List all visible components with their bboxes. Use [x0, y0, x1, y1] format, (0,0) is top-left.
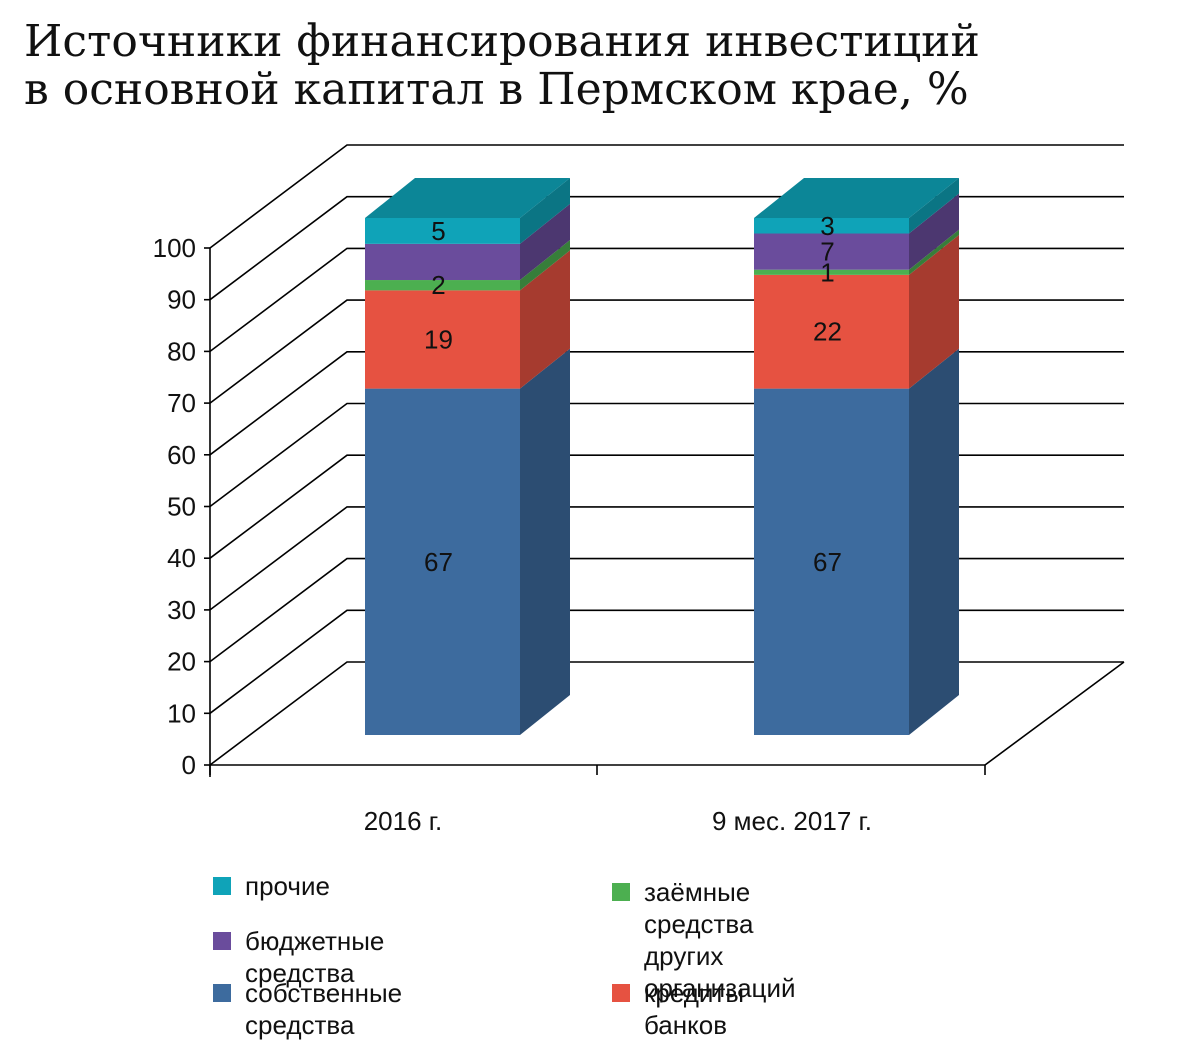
bar-segment — [365, 280, 520, 291]
data-label: 5 — [431, 216, 445, 246]
floor-edge — [984, 661, 1125, 766]
bar-side — [909, 229, 959, 275]
x-category-label: 2016 г. — [364, 806, 443, 836]
data-label: 2 — [431, 270, 445, 300]
bar-segment — [754, 388, 909, 735]
legend-item: бюджетные средства — [213, 925, 384, 989]
legend-swatch — [213, 984, 231, 1002]
y-tick-label: 30 — [167, 595, 196, 625]
legend-swatch — [213, 932, 231, 950]
y-tick-label: 60 — [167, 440, 196, 470]
legend-swatch — [612, 883, 630, 901]
bar-side — [909, 348, 959, 735]
bar-segment — [754, 269, 909, 275]
data-label: 67 — [813, 547, 842, 577]
bar-segment — [365, 290, 520, 389]
data-label: 7 — [820, 237, 834, 267]
y-tick-label: 10 — [167, 698, 196, 728]
y-tick-label: 90 — [167, 285, 196, 315]
y-tick-label: 80 — [167, 336, 196, 366]
bar-segment — [365, 218, 520, 244]
data-label: 3 — [820, 211, 834, 241]
legend-label: прочие — [245, 871, 330, 901]
chart-title: Источники финансирования инвестиций в ос… — [24, 18, 1184, 114]
axis-layer: 0 10 20 30 40 50 60 70 80 90 100 — [153, 233, 986, 780]
bar-side — [520, 178, 570, 244]
legend-item: прочие — [213, 870, 330, 902]
grid-layer — [209, 144, 1125, 766]
bar-segment — [365, 388, 520, 735]
bar-side — [520, 250, 570, 389]
bar-side — [909, 178, 959, 234]
bar-side — [520, 203, 570, 281]
bar-top — [754, 178, 959, 218]
data-label: 1 — [820, 257, 834, 287]
data-label: 22 — [813, 317, 842, 347]
legend-label: заёмные средства других организаций — [644, 877, 796, 1003]
bars-layer — [365, 178, 959, 735]
bar-segment — [754, 274, 909, 389]
legend-swatch — [612, 984, 630, 1002]
data-label: 19 — [424, 324, 453, 354]
legend-label: собственные средства — [245, 978, 403, 1040]
data-label: 67 — [424, 547, 453, 577]
legend-item: заёмные средства других организаций — [612, 876, 796, 1004]
labels-layer: 2016 г. 67 19 2 5 9 мес. 2017 г. 67 22 173 — [364, 211, 872, 836]
gridline — [209, 661, 1124, 766]
y-tick-label: 40 — [167, 543, 196, 573]
legend-swatch — [213, 877, 231, 895]
y-tick-label: 50 — [167, 492, 196, 522]
bar-side — [520, 348, 570, 735]
legend-label: кредиты банков — [644, 978, 745, 1040]
legend-item: кредиты банков — [612, 977, 744, 1041]
bar-side — [520, 240, 570, 291]
bar-side — [909, 193, 959, 270]
y-tick-label: 0 — [182, 750, 196, 780]
chart-title-text: Источники финансирования инвестиций в ос… — [24, 16, 980, 115]
gridline — [209, 144, 1124, 249]
bar-segment — [754, 233, 909, 270]
x-category-label: 9 мес. 2017 г. — [712, 806, 872, 836]
bar-segment — [365, 243, 520, 281]
bar-segment — [754, 218, 909, 234]
y-tick-label: 70 — [167, 388, 196, 418]
bar-top — [365, 178, 570, 218]
bar-side — [909, 234, 959, 389]
legend-item: собственные средства — [213, 977, 402, 1041]
y-tick-label: 20 — [167, 647, 196, 677]
y-tick-label: 100 — [153, 233, 196, 263]
legend-label: бюджетные средства — [245, 926, 385, 988]
